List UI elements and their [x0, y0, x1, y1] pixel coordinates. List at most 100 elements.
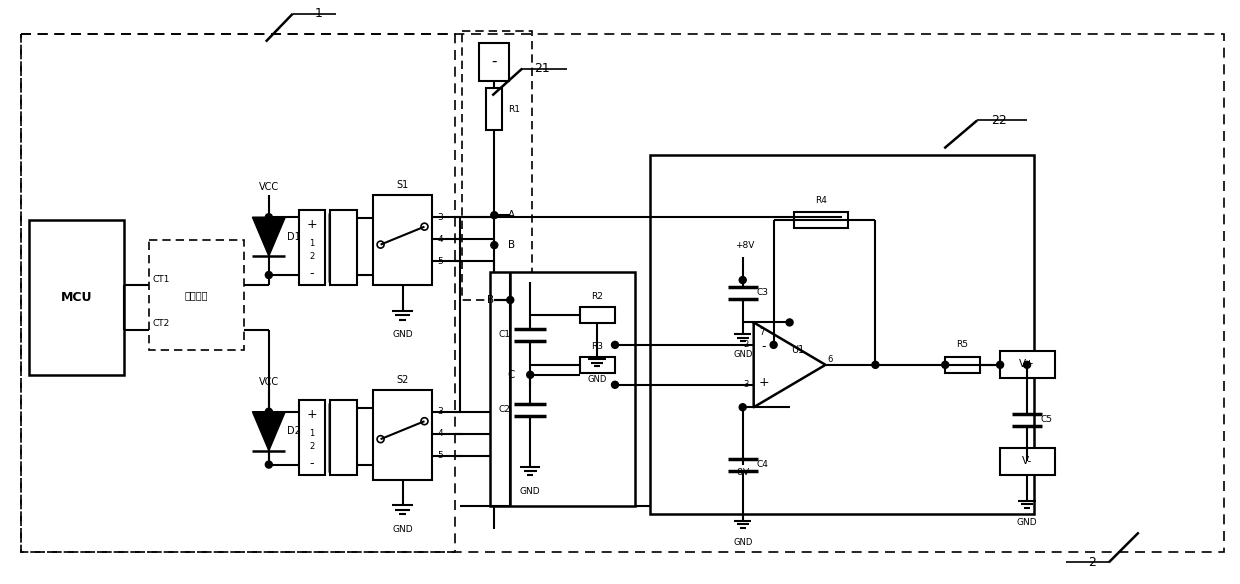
Polygon shape	[253, 412, 285, 451]
Text: 4: 4	[438, 235, 443, 244]
Text: D1: D1	[286, 232, 300, 242]
Text: +: +	[306, 218, 317, 231]
Text: +: +	[306, 408, 317, 420]
Bar	[490, 272, 635, 506]
Text: CT2: CT2	[153, 319, 170, 328]
Text: CT1: CT1	[153, 274, 170, 283]
Text: GND: GND	[520, 487, 541, 496]
Bar	[463, 30, 532, 300]
Text: 驱动电路: 驱动电路	[185, 290, 208, 300]
Text: C2: C2	[498, 405, 511, 414]
Text: -: -	[761, 340, 766, 353]
Text: 3: 3	[438, 407, 443, 416]
Text: GND: GND	[1017, 518, 1038, 527]
Circle shape	[611, 342, 619, 349]
Text: VCC: VCC	[259, 377, 279, 387]
Bar	[30, 220, 124, 375]
Text: 2: 2	[310, 442, 315, 451]
Text: S1: S1	[397, 180, 409, 190]
Text: -: -	[310, 267, 314, 280]
Text: VCC: VCC	[259, 182, 279, 192]
Bar	[299, 399, 325, 475]
Circle shape	[265, 461, 273, 468]
Bar	[486, 89, 502, 130]
Circle shape	[1023, 361, 1030, 369]
Text: GND: GND	[588, 376, 606, 384]
Text: +8V: +8V	[735, 241, 754, 249]
Text: R3: R3	[591, 342, 603, 352]
Text: D2: D2	[286, 426, 300, 436]
Circle shape	[507, 297, 513, 304]
Circle shape	[739, 277, 746, 283]
Text: 22: 22	[991, 114, 1007, 127]
Text: B: B	[487, 295, 495, 305]
Circle shape	[265, 408, 273, 415]
Circle shape	[265, 214, 273, 221]
Text: R5: R5	[956, 340, 968, 349]
Text: 7: 7	[759, 328, 764, 337]
Circle shape	[770, 342, 777, 349]
Text: GND: GND	[392, 331, 413, 339]
Text: 5: 5	[438, 256, 443, 266]
Text: 1: 1	[310, 429, 315, 438]
Bar	[372, 195, 433, 285]
Bar	[21, 34, 455, 552]
Circle shape	[786, 319, 794, 326]
Text: R2: R2	[591, 293, 603, 301]
Text: C4: C4	[756, 460, 769, 469]
Bar	[650, 155, 1034, 515]
Text: GND: GND	[733, 538, 753, 547]
Bar	[149, 240, 244, 350]
Circle shape	[997, 361, 1003, 369]
Circle shape	[941, 361, 949, 369]
Text: 6: 6	[828, 355, 833, 364]
Text: 2: 2	[1087, 556, 1096, 569]
Text: -8V: -8V	[735, 468, 750, 477]
Text: B: B	[508, 240, 516, 250]
Bar	[21, 34, 1224, 552]
Polygon shape	[253, 217, 285, 256]
Bar	[480, 43, 510, 81]
Bar	[794, 212, 848, 228]
Text: U1: U1	[791, 345, 805, 355]
Text: MCU: MCU	[61, 291, 93, 304]
Bar	[330, 210, 357, 285]
Text: -: -	[310, 457, 314, 470]
Text: R4: R4	[815, 196, 827, 205]
Text: C1: C1	[498, 331, 511, 339]
Bar	[372, 390, 433, 479]
Text: -: -	[491, 54, 497, 69]
Bar	[330, 399, 357, 475]
Text: S2: S2	[397, 375, 409, 385]
Text: 3: 3	[743, 380, 749, 390]
Circle shape	[739, 404, 746, 411]
Text: 21: 21	[534, 62, 551, 75]
Text: A: A	[508, 210, 516, 220]
Text: 2: 2	[310, 252, 315, 261]
Text: 3: 3	[438, 213, 443, 222]
Text: C3: C3	[756, 288, 769, 297]
Circle shape	[872, 361, 879, 369]
Bar	[299, 210, 325, 285]
Text: C: C	[507, 370, 515, 380]
Bar	[1001, 351, 1055, 378]
Circle shape	[491, 242, 497, 249]
Text: GND: GND	[733, 350, 753, 359]
Text: R1: R1	[508, 105, 521, 114]
Text: GND: GND	[392, 525, 413, 534]
Circle shape	[611, 381, 619, 388]
Text: V+: V+	[1019, 359, 1035, 369]
Circle shape	[527, 371, 533, 378]
Bar	[580, 357, 615, 373]
Circle shape	[491, 211, 497, 218]
Text: 4: 4	[438, 429, 443, 438]
Text: 2: 2	[743, 340, 748, 349]
Text: +: +	[759, 376, 769, 390]
Text: V-: V-	[1022, 456, 1032, 465]
Circle shape	[265, 272, 273, 279]
Text: 1: 1	[315, 7, 322, 20]
Bar	[945, 357, 980, 373]
Text: 1: 1	[310, 239, 315, 248]
Text: C5: C5	[1042, 415, 1053, 424]
Text: 5: 5	[438, 451, 443, 460]
